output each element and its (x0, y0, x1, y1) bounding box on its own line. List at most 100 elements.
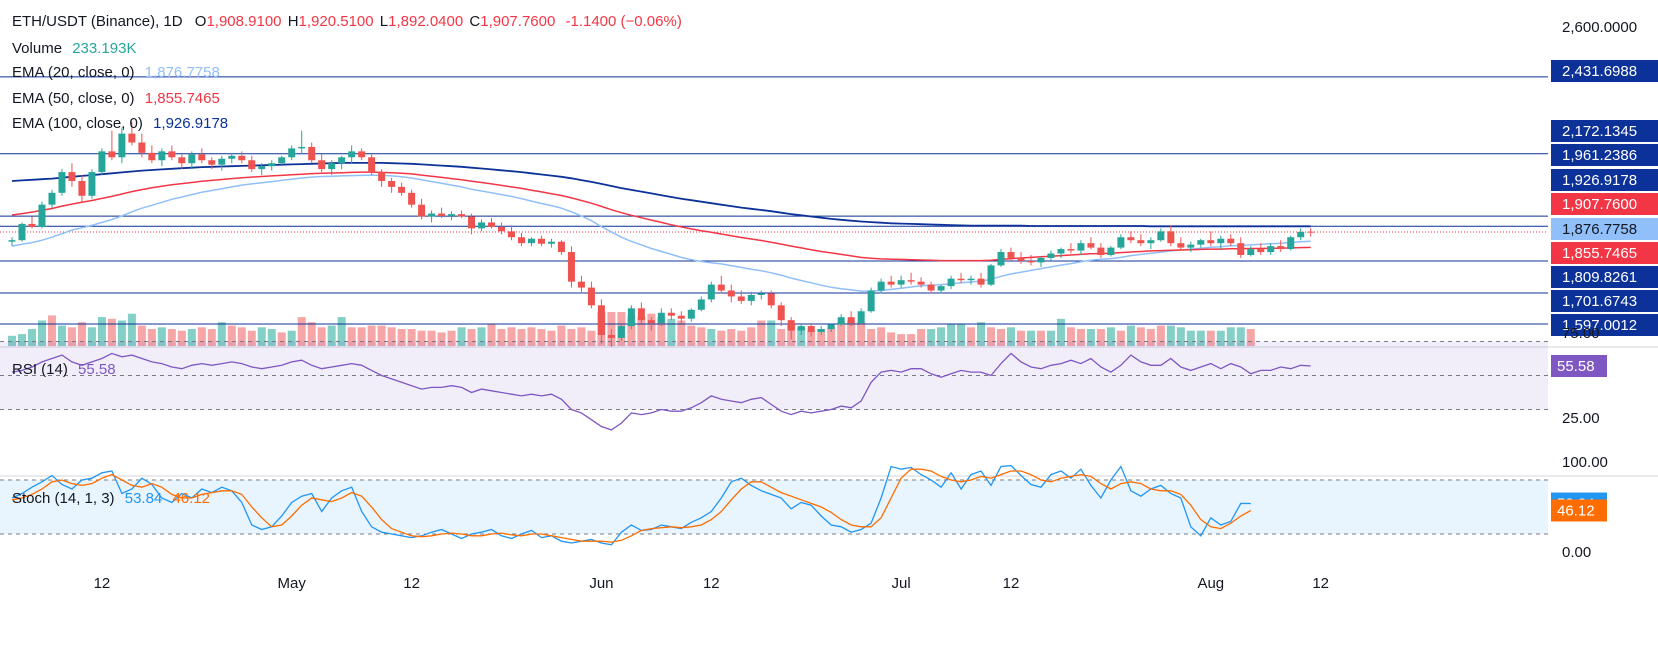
volume-bar (117, 320, 126, 346)
volume-bar (187, 329, 196, 346)
stoch-tick-label: 0.00 (1562, 544, 1591, 561)
candle-body (498, 226, 506, 232)
candle-body (907, 280, 915, 282)
price-label-text: 2,172.1345 (1562, 123, 1637, 140)
volume-bar (207, 329, 216, 346)
volume-bar (387, 327, 396, 346)
volume-bar (447, 330, 456, 346)
price-tick-label: 2,600.0000 (1562, 19, 1637, 36)
price-label-box (1551, 120, 1658, 142)
volume-bar (817, 329, 826, 346)
candle-body (1137, 240, 1145, 244)
candle-body (597, 305, 605, 335)
volume-label: Volume (12, 40, 63, 57)
rsi-tick-label: 25.00 (1562, 410, 1600, 427)
volume-bar (337, 317, 346, 346)
candle-body (1267, 246, 1275, 253)
candle-body (1307, 231, 1315, 233)
volume-bar (287, 330, 296, 346)
candle-body (8, 240, 16, 242)
price-label-box (1551, 169, 1658, 191)
candle-body (228, 155, 236, 159)
candle-body (607, 334, 615, 338)
volume-bar (1246, 329, 1255, 346)
volume-bar (697, 327, 706, 346)
candle-body (68, 172, 76, 181)
volume-bar (27, 329, 36, 346)
volume-bar (527, 327, 536, 346)
candle-body (1147, 240, 1155, 244)
volume-bar (477, 327, 486, 346)
candle-body (917, 281, 925, 285)
volume-bar (1066, 327, 1075, 346)
candle-body (1167, 231, 1175, 244)
candle-body (737, 296, 745, 301)
candle-body (867, 290, 875, 312)
candle-body (1037, 257, 1045, 263)
candle-body (1277, 246, 1285, 250)
candle-body (168, 151, 176, 158)
ema20-label: EMA (20, close, 0) (12, 64, 135, 81)
ema50-line (11, 171, 1311, 262)
price-label-box (1551, 218, 1658, 240)
volume-bar (137, 325, 146, 346)
candle-body (338, 157, 346, 164)
price-label-text: 2,431.6988 (1562, 63, 1637, 80)
candle-body (208, 160, 216, 165)
price-label-box (1551, 314, 1658, 336)
volume-bar (197, 327, 206, 346)
volume-bar (147, 329, 156, 346)
candle-body (368, 157, 376, 173)
stoch-k-value: 53.84 (124, 490, 163, 507)
candle-body (428, 213, 436, 217)
candle-body (947, 278, 955, 287)
volume-bar (517, 329, 526, 346)
candle-body (687, 309, 695, 319)
volume-bar (357, 327, 366, 346)
candle-body (677, 315, 685, 319)
volume-bar (397, 329, 406, 346)
candle-body (527, 238, 535, 244)
candle-body (268, 163, 276, 167)
volume-bar (1206, 330, 1215, 346)
volume-bar (607, 312, 616, 346)
candle-body (1247, 249, 1255, 256)
candle-body (1197, 240, 1205, 245)
volume-bar (67, 327, 76, 346)
candle-body (577, 281, 585, 288)
ema100-line (11, 161, 1311, 228)
time-tick-label: 12 (1312, 575, 1329, 592)
candle-body (717, 284, 725, 291)
volume-bar (687, 325, 696, 346)
ema50-label: EMA (50, close, 0) (12, 90, 135, 107)
candle-body (1067, 249, 1075, 251)
volume-bar (237, 327, 246, 346)
volume-bar (57, 325, 66, 346)
volume-bar (107, 318, 116, 346)
rsi-legend: RSI (14) 55.58 (12, 361, 118, 378)
candle-body (1237, 243, 1245, 256)
low-value: 1,892.0400 (388, 13, 464, 30)
time-tick-label: 12 (703, 575, 720, 592)
volume-bar (1026, 330, 1035, 346)
candle-body (1187, 244, 1195, 248)
high-value: 1,920.5100 (298, 13, 374, 30)
candle-body (727, 290, 735, 297)
candle-body (1077, 243, 1085, 251)
stoch-d-line (11, 468, 1252, 543)
candle-body (1257, 249, 1265, 253)
volume-bar (507, 327, 516, 346)
candle-body (238, 155, 246, 161)
candle-body (817, 329, 825, 332)
volume-bar (1096, 329, 1105, 346)
candle-body (1217, 238, 1225, 244)
candle-body (557, 241, 565, 253)
volume-bar (677, 320, 686, 346)
volume-bar (977, 322, 986, 346)
price-label-box (1551, 144, 1658, 166)
candle-body (28, 223, 36, 227)
candle-body (348, 151, 356, 158)
price-axis: 2,600.0000 2,431.6988 2,172.1345 1,961.2386… (1551, 19, 1658, 561)
candle-body (697, 299, 705, 310)
